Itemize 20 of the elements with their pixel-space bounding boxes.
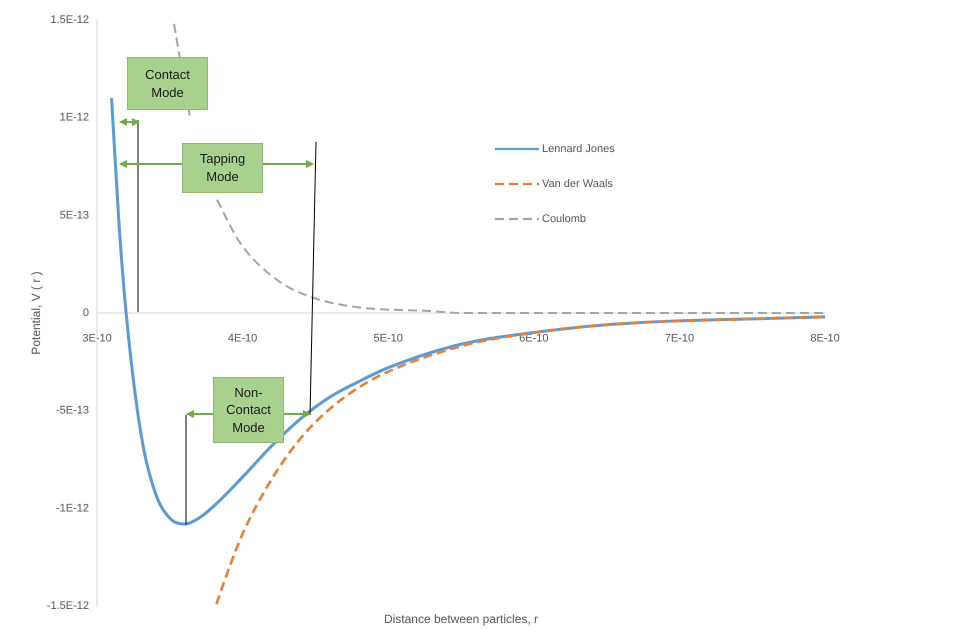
x-tick-label: 4E-10 [228, 332, 258, 345]
x-tick-label: 8E-10 [810, 332, 840, 345]
y-tick-label: 0 [82, 307, 89, 320]
annotation: Tapping Mode [182, 143, 263, 193]
y-tick-label: 1.5E-12 [50, 14, 89, 26]
legend-label: Lennard Jones [542, 142, 615, 154]
y-tick-label: 1E-12 [60, 112, 89, 124]
x-axis-title: Distance between particles, r [384, 612, 538, 626]
y-tick-label: 5E-13 [60, 209, 89, 222]
x-tick-label: 5E-10 [374, 332, 403, 345]
y-tick-label: -1.5E-12 [46, 600, 89, 612]
y-axis-title: Potential, V ( r ) [29, 271, 43, 355]
x-tick-label: 7E-10 [664, 332, 694, 345]
legend-label: Van der Waals [542, 178, 613, 190]
annotation: Non-Contact Mode [213, 377, 284, 443]
y-tick-label: -1E-12 [56, 502, 89, 514]
annotation: Contact Mode [127, 57, 208, 110]
x-tick-label: 3E-10 [82, 332, 112, 345]
legend-label: Coulomb [542, 212, 586, 224]
y-tick-label: -5E-13 [56, 404, 89, 417]
